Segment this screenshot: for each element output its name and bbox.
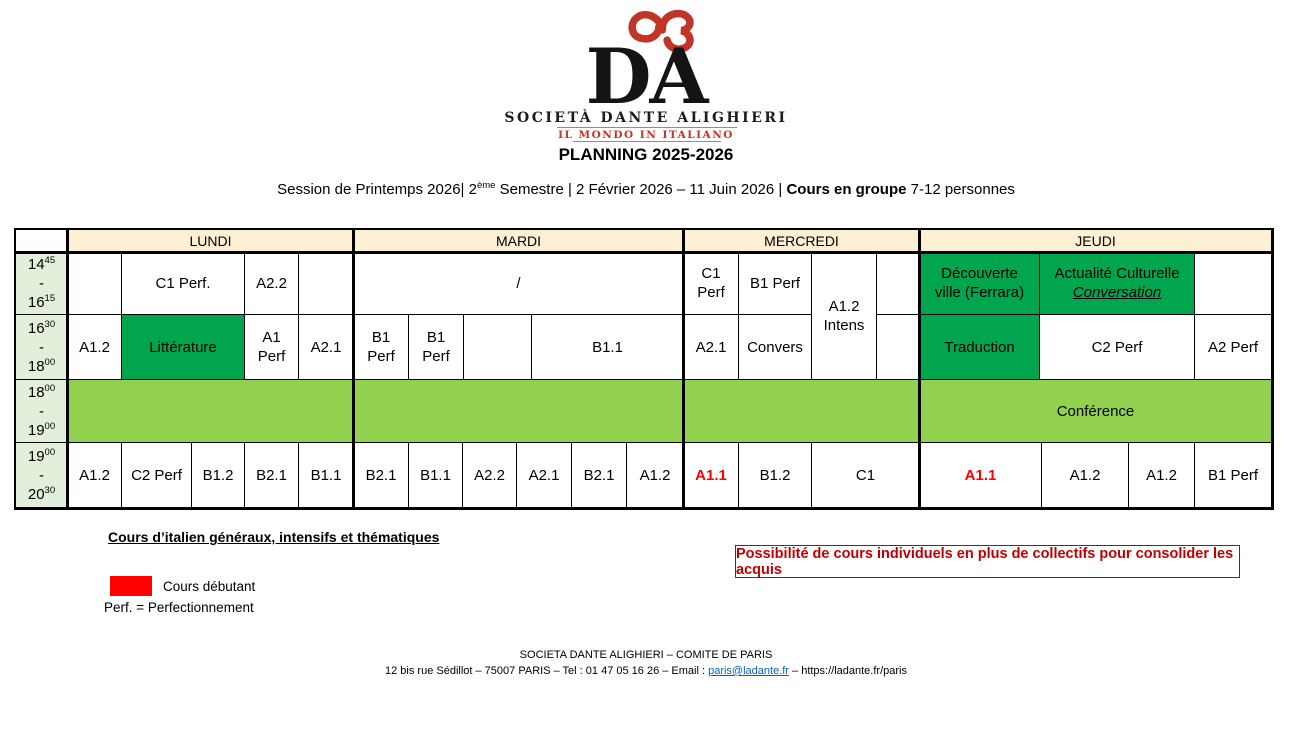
logo-tagline: IL MONDO IN ITALIANO: [558, 129, 734, 141]
schedule-cell: B2.1: [245, 443, 299, 508]
schedule-cell: Découverte ville (Ferrara): [920, 252, 1040, 315]
schedule-cell: A1.1: [684, 443, 739, 508]
day-header: LUNDI: [68, 230, 354, 252]
schedule-cell: A1.2: [68, 315, 122, 380]
schedule-cell: B1 Perf: [739, 252, 812, 315]
schedule-cell: Traduction: [920, 315, 1040, 380]
schedule-cell: B1.2: [192, 443, 245, 508]
session-part3: 7-12 personnes: [906, 181, 1015, 198]
table-divider: [918, 230, 921, 508]
schedule-cell: B1.1: [532, 315, 684, 380]
schedule-cell: B1 Perf: [354, 315, 409, 380]
legend-beginner-label: Cours débutant: [163, 579, 256, 594]
schedule-cell: [16, 230, 68, 252]
schedule-cell: C1 Perf: [684, 252, 739, 315]
schedule-cell: C1: [812, 443, 920, 508]
schedule-cell: A1.2: [1042, 443, 1129, 508]
notice-box: Possibilité de cours individuels en plus…: [735, 545, 1240, 578]
schedule-cell: [68, 252, 122, 315]
schedule-cell: B1.1: [299, 443, 354, 508]
session-info: Session de Printemps 2026| 2ème Semestre…: [0, 180, 1292, 198]
schedule-cell: B1 Perf: [409, 315, 464, 380]
schedule-cell: [877, 315, 920, 380]
schedule-cell: B2.1: [572, 443, 627, 508]
table-divider: [682, 230, 685, 508]
schedule-cell: A1.2: [1129, 443, 1195, 508]
schedule-cell: A2.1: [684, 315, 739, 380]
schedule-cell: C2 Perf: [122, 443, 192, 508]
footer-website: – https://ladante.fr/paris: [788, 665, 907, 677]
schedule-cell: Littérature: [122, 315, 245, 380]
schedule-cell: B1.2: [739, 443, 812, 508]
schedule-cell: A1.2: [68, 443, 122, 508]
footer-address: 12 bis rue Sédillot – 75007 PARIS – Tel …: [385, 665, 709, 677]
logo-society-name: SOCIETÀ DANTE ALIGHIERI: [504, 110, 788, 126]
day-header: MERCREDI: [684, 230, 920, 252]
logo-divider-top: [557, 127, 737, 128]
schedule-cell: A2.1: [517, 443, 572, 508]
schedule-cell: C2 Perf: [1040, 315, 1195, 380]
schedule-cell: Actualité Culturelle Conversation: [1040, 252, 1195, 315]
logo-monogram: DA: [585, 32, 709, 121]
schedule-cell: [464, 315, 532, 380]
schedule-cell: [684, 380, 920, 443]
session-superscript: ème: [476, 180, 496, 191]
day-header: MARDI: [354, 230, 684, 252]
schedule-cell: A1 Perf: [245, 315, 299, 380]
legend-perf-note: Perf. = Perfectionnement: [104, 600, 254, 615]
schedule-cell: [877, 252, 920, 315]
email-link[interactable]: paris@ladante.fr: [708, 665, 789, 677]
session-part2: Semestre | 2 Février 2026 – 11 Juin 2026…: [495, 181, 787, 198]
schedule-cell: [299, 252, 354, 315]
session-part1: Session de Printemps 2026| 2: [277, 181, 477, 198]
schedule-cell: A1.1: [920, 443, 1042, 508]
schedule-cell: Conférence: [920, 380, 1272, 443]
schedule-cell: B1.1: [409, 443, 463, 508]
table-divider: [16, 251, 1272, 254]
schedule-cell: A2 Perf: [1195, 315, 1272, 380]
schedule-cell: /: [354, 252, 684, 315]
schedule-cell: C1 Perf.: [122, 252, 245, 315]
schedule-cell: A2.2: [245, 252, 299, 315]
beginner-color-swatch: [110, 576, 152, 596]
schedule-cell: B1 Perf: [1195, 443, 1272, 508]
dante-alighieri-swirl-icon: [620, 8, 702, 61]
session-group-bold: Cours en groupe: [786, 181, 907, 198]
time-slot: 1800-1900: [16, 380, 68, 443]
schedule-cell: [1195, 252, 1272, 315]
footer-committee-line: SOCIETA DANTE ALIGHIERI – COMITE DE PARI…: [519, 649, 773, 661]
time-slot: 1630-1800: [16, 315, 68, 380]
logo-divider-bottom: [573, 141, 721, 142]
schedule-cell: [354, 380, 684, 443]
footer-contact-line: 12 bis rue Sédillot – 75007 PARIS – Tel …: [0, 665, 1292, 677]
time-slot: 1900-2030: [16, 443, 68, 508]
planning-table: LUNDI MARDI MERCREDI JEUDI 1445-1615 1630-180…: [14, 228, 1274, 510]
schedule-cell: A1.2: [627, 443, 684, 508]
schedule-cell: A2.1: [299, 315, 354, 380]
legend-heading: Cours d’italien généraux, intensifs et t…: [108, 529, 440, 545]
page-title: PLANNING 2025-2026: [558, 145, 734, 164]
schedule-cell: A1.2 Intens: [812, 252, 877, 380]
table-divider: [66, 230, 69, 508]
day-header: JEUDI: [920, 230, 1272, 252]
notice-text: Possibilité de cours individuels en plus…: [736, 545, 1234, 578]
table-divider: [352, 230, 355, 508]
time-slot: 1445-1615: [16, 252, 68, 315]
schedule-cell: B2.1: [354, 443, 409, 508]
schedule-cell: [68, 380, 354, 443]
schedule-cell: Convers: [739, 315, 812, 380]
schedule-cell: A2.2: [463, 443, 517, 508]
